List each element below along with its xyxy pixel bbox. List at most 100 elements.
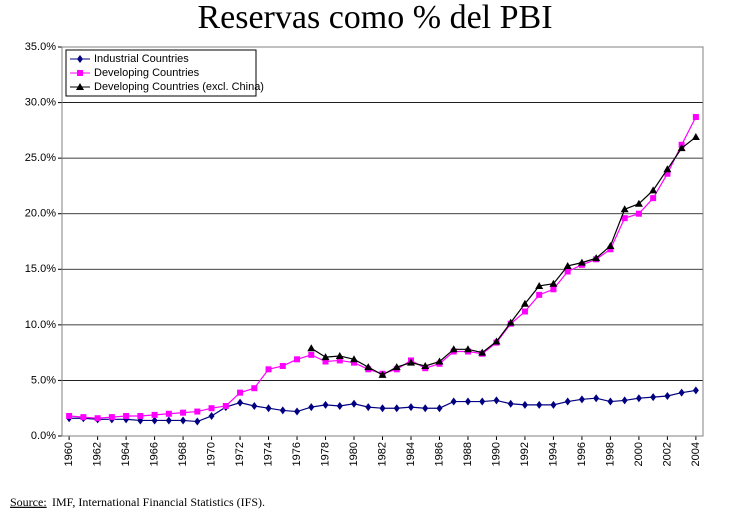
- marker: [364, 363, 373, 371]
- marker: [634, 199, 643, 207]
- marker: [237, 398, 244, 407]
- x-tick-label: 2004: [690, 442, 702, 466]
- y-tick-label: 0.0%: [31, 430, 56, 442]
- marker: [635, 210, 642, 217]
- marker: [478, 348, 487, 356]
- marker: [80, 414, 87, 421]
- marker: [279, 406, 286, 415]
- x-tick-label: 1976: [291, 442, 303, 466]
- marker: [336, 357, 343, 364]
- y-tick-label: 15.0%: [25, 263, 56, 275]
- marker: [393, 404, 400, 413]
- marker: [664, 170, 671, 177]
- marker: [137, 412, 144, 419]
- marker: [464, 397, 471, 406]
- marker: [151, 416, 158, 425]
- marker: [265, 404, 272, 413]
- marker: [322, 400, 329, 409]
- marker: [406, 358, 415, 366]
- x-tick-label: 1960: [63, 442, 75, 466]
- marker: [678, 388, 685, 397]
- x-tick-label: 1972: [234, 442, 246, 466]
- marker: [593, 394, 600, 403]
- x-tick-label: 1982: [376, 442, 388, 466]
- marker: [664, 391, 671, 400]
- x-tick-label: 1962: [92, 442, 104, 466]
- x-tick-label: 1968: [177, 442, 189, 466]
- marker: [294, 356, 301, 363]
- marker: [180, 409, 187, 416]
- marker: [421, 361, 430, 369]
- marker: [379, 404, 386, 413]
- marker: [692, 114, 699, 121]
- x-tick-label: 1964: [120, 442, 132, 466]
- x-tick-label: 1966: [148, 442, 160, 466]
- marker: [180, 416, 187, 425]
- marker: [592, 254, 601, 262]
- marker: [265, 366, 272, 373]
- x-tick-label: 1988: [462, 442, 474, 466]
- y-tick-label: 35.0%: [25, 41, 56, 53]
- marker: [621, 215, 628, 222]
- legend-label: Developing Countries (excl. China): [94, 81, 264, 93]
- marker: [564, 397, 571, 406]
- marker: [365, 403, 372, 412]
- marker: [620, 205, 629, 213]
- marker: [520, 299, 529, 307]
- y-tick-label: 20.0%: [25, 208, 56, 220]
- x-tick-label: 1990: [490, 442, 502, 466]
- marker: [493, 396, 500, 405]
- x-tick-label: 2000: [633, 442, 645, 466]
- legend-marker: [77, 70, 83, 76]
- series-line: [310, 136, 697, 376]
- x-tick-label: 1984: [405, 442, 417, 466]
- source-label: Source:: [10, 495, 47, 509]
- marker: [123, 412, 130, 419]
- marker: [536, 291, 543, 298]
- y-tick-label: 10.0%: [25, 319, 56, 331]
- marker: [251, 401, 258, 410]
- source-text: IMF, International Financial Statistics …: [52, 495, 265, 509]
- marker: [606, 241, 615, 249]
- y-tick-label: 25.0%: [25, 152, 56, 164]
- marker: [649, 186, 658, 194]
- marker: [449, 345, 458, 353]
- marker: [251, 385, 258, 392]
- marker: [321, 353, 330, 361]
- marker: [607, 246, 614, 253]
- marker: [351, 359, 358, 366]
- marker: [577, 258, 586, 266]
- marker: [692, 386, 699, 395]
- plot-frame: [61, 46, 704, 437]
- x-tick-label: 1994: [547, 442, 559, 466]
- marker: [435, 357, 444, 365]
- legend-label: Industrial Countries: [94, 53, 189, 65]
- marker: [463, 345, 472, 353]
- legend-label: Developing Countries: [94, 67, 200, 79]
- marker: [550, 286, 557, 293]
- marker: [151, 411, 158, 418]
- marker: [165, 416, 172, 425]
- marker: [194, 408, 201, 415]
- x-tick-label: 1978: [319, 442, 331, 466]
- marker: [635, 394, 642, 403]
- legend-marker: [76, 83, 84, 90]
- marker: [94, 415, 101, 422]
- x-tick-label: 2002: [661, 442, 673, 466]
- marker: [308, 351, 315, 358]
- x-tick-label: 1998: [604, 442, 616, 466]
- marker: [563, 261, 572, 269]
- marker: [108, 414, 115, 421]
- marker: [564, 268, 571, 275]
- marker: [392, 363, 401, 371]
- marker: [378, 370, 387, 378]
- marker: [222, 402, 229, 409]
- y-tick-label: 30.0%: [25, 96, 56, 108]
- marker: [294, 407, 301, 416]
- marker: [507, 399, 514, 408]
- marker: [351, 399, 358, 408]
- y-tick-label: 5.0%: [31, 374, 56, 386]
- marker: [521, 308, 528, 315]
